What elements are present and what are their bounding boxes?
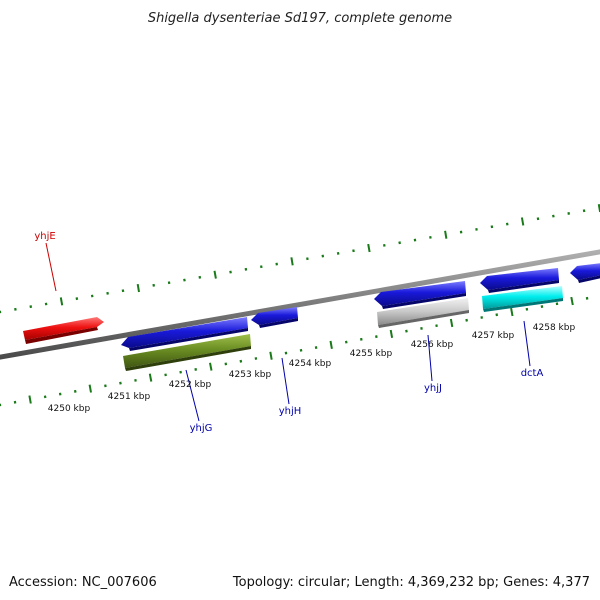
scale-minor-tick	[75, 297, 79, 301]
scale-minor-tick	[179, 370, 182, 374]
gene-reverse-edge[interactable]	[570, 263, 600, 283]
scale-minor-tick	[183, 278, 186, 282]
gene-reverse-yhjH[interactable]	[251, 307, 298, 328]
scale-minor-tick	[435, 324, 438, 328]
scale-minor-tick	[344, 340, 348, 344]
scale-minor-tick	[398, 241, 401, 245]
scale-minor-tick	[229, 270, 232, 274]
gene-leader-lines	[45, 242, 531, 422]
scale-major-tick	[510, 307, 514, 317]
genome-backbone	[0, 249, 600, 360]
scale-minor-tick	[552, 214, 555, 218]
scale-label: 4253 kbp	[229, 370, 272, 380]
scale-label: 4258 kbp	[533, 323, 576, 333]
gene-forward-yhjE[interactable]	[23, 317, 104, 344]
gene-label-yhjJ: yhjJ	[424, 383, 442, 394]
scale-label: 4250 kbp	[48, 404, 91, 414]
scale-major-tick	[449, 318, 454, 328]
gene-rna-1[interactable]	[123, 334, 251, 371]
scale-major-tick	[59, 297, 64, 306]
scale-minor-tick	[299, 348, 303, 352]
scale-major-tick	[88, 384, 92, 393]
lower-scale-track	[0, 296, 589, 407]
gene-label-yhjE: yhjE	[34, 231, 55, 242]
scale-minor-tick	[540, 305, 544, 309]
scale-label: 4252 kbp	[169, 380, 212, 390]
scale-label: 4254 kbp	[289, 359, 332, 369]
scale-minor-tick	[505, 222, 509, 226]
scale-minor-tick	[375, 335, 378, 339]
scale-label: 4257 kbp	[472, 331, 515, 341]
scale-minor-tick	[239, 359, 243, 363]
scale-major-tick	[520, 217, 525, 226]
scale-minor-tick	[495, 313, 499, 317]
scale-major-tick	[269, 351, 273, 360]
scale-minor-tick	[73, 389, 77, 393]
scale-major-tick	[148, 373, 153, 382]
scale-major-tick	[444, 230, 448, 239]
scale-major-tick	[213, 270, 217, 279]
gene-label-dctA: dctA	[521, 368, 544, 379]
genome-summary-text: Topology: circular; Length: 4,369,232 bp…	[232, 575, 590, 590]
scale-label: 4255 kbp	[350, 349, 393, 359]
scale-major-tick	[136, 283, 140, 293]
scale-minor-tick	[119, 381, 122, 385]
scale-minor-tick	[465, 318, 468, 322]
accession-text: Accession: NC_007606	[9, 575, 157, 590]
scale-label: 4251 kbp	[108, 392, 151, 402]
gene-label-yhjG: yhjG	[190, 423, 213, 434]
scale-minor-tick	[13, 400, 17, 404]
scale-major-tick	[209, 362, 213, 371]
gene-label-yhjH: yhjH	[279, 406, 302, 417]
gene-pseudo-1[interactable]	[377, 298, 469, 328]
scale-major-tick	[570, 296, 574, 306]
map-title: Shigella dysenteriae Sd197, complete gen…	[148, 11, 452, 26]
scale-minor-tick	[405, 329, 408, 333]
upper-scale-track	[0, 204, 600, 314]
gene-reverse-yhjG[interactable]	[121, 317, 248, 351]
scale-major-tick	[329, 340, 333, 349]
gene-highlight-1[interactable]	[482, 286, 563, 312]
scale-minor-tick	[43, 395, 47, 399]
scale-major-tick	[367, 243, 371, 253]
scale-major-tick	[28, 395, 32, 404]
scale-minor-tick	[29, 305, 33, 309]
scale-major-tick	[389, 329, 394, 338]
scale-major-tick	[290, 257, 294, 266]
gene-reverse-yhjJ[interactable]	[374, 281, 466, 309]
scale-label: 4256 kbp	[411, 340, 454, 350]
gene-reverse-dctA[interactable]	[480, 268, 559, 293]
scale-minor-tick	[336, 251, 340, 255]
